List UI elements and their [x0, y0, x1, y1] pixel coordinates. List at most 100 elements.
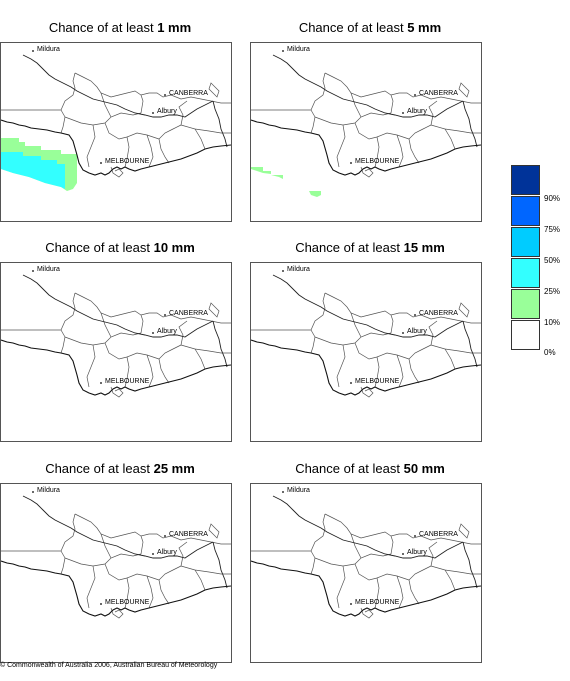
legend-label: 10% — [544, 318, 561, 327]
district-boundary — [146, 134, 154, 168]
district-boundary — [1, 72, 76, 111]
murray-river — [272, 54, 464, 118]
murray-river — [272, 274, 464, 338]
state-border — [462, 100, 478, 148]
legend-swatch — [511, 196, 540, 226]
district-boundary — [390, 535, 394, 555]
mildura-label: Mildura — [37, 487, 60, 494]
legend-swatch — [511, 165, 540, 195]
district-boundary — [430, 565, 481, 575]
mildura-marker — [32, 50, 34, 52]
district-boundary — [1, 292, 76, 331]
district-boundary — [86, 344, 96, 388]
canberra-marker — [414, 535, 416, 537]
district-boundary — [104, 563, 160, 581]
district-boundary — [104, 122, 160, 140]
district-boundary — [444, 128, 456, 150]
melbourne-label: MELBOURNE — [355, 158, 400, 165]
albury-marker — [402, 553, 404, 555]
act-border — [458, 523, 470, 539]
copyright-notice: © Commonwealth of Australia 2006, Austra… — [0, 662, 218, 669]
map-panel-5mm: Chance of at least 5 mm Mildura CANBERRA A… — [250, 20, 510, 240]
melbourne-marker — [350, 382, 352, 384]
district-boundary — [360, 607, 374, 619]
district-boundary — [374, 577, 380, 609]
district-boundary — [74, 72, 231, 104]
legend-swatch — [511, 289, 540, 319]
victoria-map-svg: Mildura CANBERRA Albury MELBOURNE — [251, 266, 481, 398]
district-boundary — [140, 94, 144, 114]
mildura-marker — [282, 270, 284, 272]
district-boundary — [74, 513, 231, 545]
act-border — [208, 82, 220, 98]
district-boundary — [408, 344, 432, 360]
melbourne-marker — [350, 162, 352, 164]
district-boundary — [310, 550, 316, 575]
albury-label: Albury — [157, 328, 177, 335]
canberra-marker — [414, 94, 416, 96]
district-boundary — [178, 100, 188, 126]
district-boundary — [374, 356, 380, 388]
coastline — [251, 339, 481, 396]
district-boundary — [324, 513, 481, 545]
albury-label: Albury — [157, 108, 177, 115]
canberra-marker — [164, 94, 166, 96]
state-border — [462, 541, 478, 589]
rainfall-map: Mildura CANBERRA Albury MELBOURNE — [0, 483, 232, 663]
rainfall-map: Mildura CANBERRA Albury MELBOURNE — [250, 42, 482, 222]
rainfall-map: Mildura CANBERRA Albury MELBOURNE — [250, 262, 482, 442]
district-boundary — [390, 314, 394, 334]
legend-swatch — [511, 227, 540, 257]
probability-area — [309, 191, 321, 197]
probability-area — [251, 167, 271, 174]
district-boundary — [314, 112, 392, 126]
district-boundary — [180, 565, 231, 575]
melbourne-marker — [100, 162, 102, 164]
legend-label: 0% — [544, 348, 556, 357]
map-panel-25mm: Chance of at least 25 mm Mildura CANBERRA… — [0, 461, 260, 681]
map-panel-10mm: Chance of at least 10 mm Mildura CANBERRA… — [0, 240, 260, 460]
legend-swatch — [511, 258, 540, 288]
mildura-marker — [32, 491, 34, 493]
state-border — [462, 320, 478, 368]
mildura-label: Mildura — [287, 46, 310, 53]
mildura-label: Mildura — [287, 487, 310, 494]
district-boundary — [178, 541, 188, 567]
district-boundary — [64, 112, 142, 126]
district-boundary — [180, 344, 231, 354]
act-border — [458, 82, 470, 98]
legend-label: 25% — [544, 287, 561, 296]
district-boundary — [100, 533, 112, 559]
district-boundary — [408, 124, 432, 140]
albury-label: Albury — [157, 549, 177, 556]
district-boundary — [336, 124, 346, 168]
district-boundary — [408, 138, 420, 164]
district-boundary — [104, 342, 160, 360]
panel-title: Chance of at least 50 mm — [295, 461, 445, 476]
victoria-map-svg: Mildura CANBERRA Albury MELBOURNE — [251, 46, 481, 197]
district-boundary — [100, 92, 112, 118]
district-boundary — [374, 136, 380, 168]
mildura-label: Mildura — [37, 266, 60, 273]
district-boundary — [124, 356, 130, 388]
district-boundary — [408, 358, 420, 384]
district-boundary — [140, 535, 144, 555]
panel-title: Chance of at least 15 mm — [295, 240, 445, 255]
district-boundary — [194, 348, 206, 370]
district-boundary — [310, 329, 316, 354]
legend-swatch — [511, 320, 540, 350]
district-boundary — [60, 329, 66, 354]
panel-title: Chance of at least 1 mm — [48, 20, 192, 35]
district-boundary — [158, 579, 170, 605]
rainfall-map: Mildura CANBERRA Albury MELBOURNE — [0, 262, 232, 442]
victoria-map-svg: Mildura CANBERRA Albury MELBOURNE — [1, 266, 231, 398]
mildura-label: Mildura — [37, 46, 60, 53]
panel-title: Chance of at least 25 mm — [45, 461, 195, 476]
coastline — [1, 339, 231, 396]
district-boundary — [428, 100, 438, 126]
district-boundary — [60, 550, 66, 575]
district-boundary — [146, 354, 154, 388]
act-border — [458, 302, 470, 318]
probability-legend: 90% 75% 50% 25% 10% 0% — [511, 165, 570, 365]
map-panel-1mm: Chance of at least 1 mm Mildura CANBERRA A… — [0, 20, 260, 240]
